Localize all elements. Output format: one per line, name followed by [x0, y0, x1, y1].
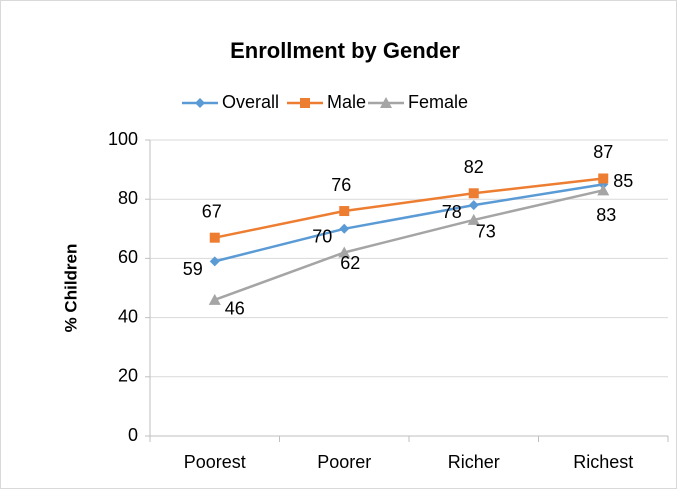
data-label: 78	[442, 202, 462, 222]
marker	[338, 246, 351, 258]
data-label: 62	[340, 253, 360, 273]
marker	[209, 256, 220, 267]
marker	[339, 223, 350, 234]
marker	[468, 188, 479, 199]
marker	[380, 97, 392, 108]
marker	[209, 232, 220, 243]
legend-label: Female	[408, 92, 468, 112]
y-tick-label: 80	[118, 188, 138, 208]
data-label: 83	[596, 205, 616, 225]
data-label: 70	[312, 227, 332, 247]
data-label: 76	[331, 175, 351, 195]
marker	[300, 98, 310, 108]
marker	[467, 213, 480, 225]
marker	[468, 200, 479, 211]
y-tick-label: 100	[108, 129, 138, 149]
y-tick-label: 40	[118, 306, 138, 326]
y-tick-label: 0	[128, 425, 138, 445]
data-label: 73	[476, 222, 496, 242]
y-tick-label: 20	[118, 366, 138, 386]
marker	[208, 293, 221, 305]
x-tick-label: Richer	[448, 452, 500, 472]
x-tick-label: Richest	[573, 452, 633, 472]
y-axis-label: % Children	[61, 244, 80, 333]
marker	[598, 173, 609, 184]
marker	[597, 184, 610, 196]
x-tick-label: Poorest	[184, 452, 246, 472]
chart-title: Enrollment by Gender	[230, 38, 460, 63]
data-label: 85	[613, 171, 633, 191]
marker	[339, 206, 350, 217]
legend-label: Overall	[222, 92, 279, 112]
series-line	[214, 189, 604, 302]
marker	[195, 98, 205, 108]
data-label: 59	[183, 259, 203, 279]
data-label: 46	[225, 299, 245, 319]
data-label: 82	[464, 157, 484, 177]
series-line	[214, 177, 604, 239]
series-line	[214, 183, 604, 263]
legend-label: Male	[327, 92, 366, 112]
data-label: 87	[593, 142, 613, 162]
y-tick-label: 60	[118, 247, 138, 267]
x-tick-label: Poorer	[317, 452, 371, 472]
data-label: 67	[202, 201, 222, 221]
